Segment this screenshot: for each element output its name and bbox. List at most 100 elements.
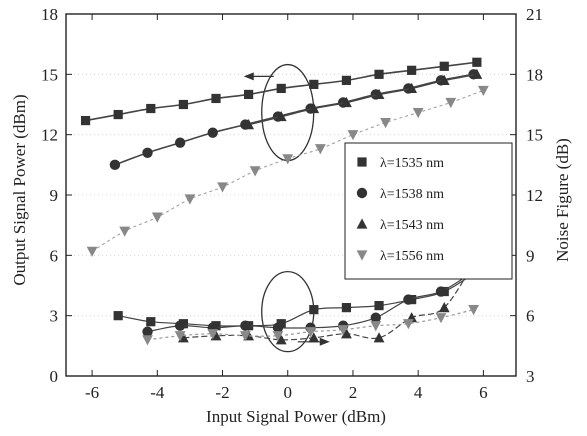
noise-figure-marker-square <box>113 311 123 321</box>
output-power-marker-triangle <box>373 88 385 100</box>
noise-figure-marker-inverted-triangle <box>305 327 316 338</box>
legend-label-triangle: λ=1543 nm <box>380 218 444 233</box>
x-tick-label: -4 <box>150 383 165 402</box>
left-arrow-head <box>243 72 254 81</box>
tick-layer: -6 -4 -2 0 2 4 6 0 3 6 9 12 15 18 3 6 9 12 15 18 21 <box>41 5 543 402</box>
output-power-marker-circle <box>207 127 218 138</box>
noise-figure-marker-triangle <box>438 302 450 313</box>
output-power-marker-triangle <box>275 110 287 122</box>
noise-figure-marker-circle <box>142 326 153 337</box>
y-right-tick-label: 12 <box>526 186 543 205</box>
y-left-tick-label: 3 <box>50 307 59 326</box>
output-power-marker-square <box>439 61 449 71</box>
noise-figure-marker-inverted-triangle <box>402 319 414 330</box>
y-left-tick-label: 9 <box>50 186 59 205</box>
y-axis-title-left: Output Signal Power (dBm) <box>10 94 29 285</box>
output-power-marker-square <box>146 103 156 114</box>
noise-figure-marker-square <box>146 317 156 327</box>
y-right-tick-label: 3 <box>526 367 535 386</box>
output-group-ellipse <box>261 63 315 162</box>
legend-label-square: λ=1535 nm <box>380 156 444 171</box>
y-left-tick-label: 18 <box>41 5 58 24</box>
noise-figure-marker-inverted-triangle <box>239 331 251 342</box>
noise-figure-marker-circle <box>174 320 186 331</box>
output-power-marker-triangle <box>341 96 352 108</box>
output-power-marker-square <box>309 79 319 89</box>
y-right-tick-label: 18 <box>526 65 543 84</box>
y-left-tick-label: 0 <box>50 367 59 386</box>
series-layer <box>80 57 489 346</box>
series-inverted-triangle <box>86 85 489 346</box>
output-power-marker-square <box>276 83 286 94</box>
output-power-marker-square <box>113 109 123 120</box>
x-tick-label: 6 <box>479 383 488 402</box>
grid-layer <box>66 73 516 317</box>
legend-marker-circle <box>356 187 368 199</box>
output-power-marker-square <box>407 65 417 75</box>
output-power-marker-square <box>211 93 221 104</box>
output-power-marker-inverted-triangle <box>184 194 196 205</box>
legend-marker-square <box>357 157 367 167</box>
output-power-marker-inverted-triangle <box>380 118 391 129</box>
output-power-marker-inverted-triangle <box>151 212 163 223</box>
legend-label-inverted-triangle: λ=1556 nm <box>380 249 444 264</box>
output-power-marker-square <box>244 89 254 100</box>
output-power-marker-inverted-triangle <box>412 107 424 119</box>
output-power-marker-square <box>341 75 352 85</box>
noise-figure-marker-triangle <box>341 328 352 339</box>
y-right-tick-label: 21 <box>526 5 543 24</box>
noise-figure-marker-inverted-triangle <box>272 331 284 342</box>
output-power-marker-square <box>374 69 384 79</box>
noise-figure-marker-circle <box>240 320 251 331</box>
y-right-tick-label: 15 <box>526 126 543 145</box>
noise-figure-marker-inverted-triangle <box>142 335 153 346</box>
output-power-marker-inverted-triangle <box>282 154 294 165</box>
x-tick-label: 2 <box>349 383 358 402</box>
noise-figure-marker-inverted-triangle <box>337 325 349 336</box>
output-power-marker-triangle <box>308 102 320 114</box>
legend: λ=1535 nm λ=1538 nm λ=1543 nm λ=1556 nm <box>344 142 513 280</box>
x-axis-title: Input Signal Power (dBm) <box>206 407 386 426</box>
legend-marker-inverted-triangle <box>356 250 368 261</box>
output-power-marker-triangle <box>438 74 450 85</box>
output-power-marker-inverted-triangle <box>314 144 326 155</box>
noise-figure-marker-circle <box>435 286 447 297</box>
noise-figure-marker-triangle <box>275 334 287 345</box>
output-power-marker-square <box>178 99 188 110</box>
y-right-tick-label: 6 <box>526 307 535 326</box>
output-power-marker-inverted-triangle <box>249 166 261 177</box>
output-power-marker-circle <box>142 147 153 158</box>
right-arrow-head <box>319 337 330 346</box>
y-left-tick-label: 12 <box>41 126 58 145</box>
output-power-marker-inverted-triangle <box>119 226 131 237</box>
noise-figure-marker-circle <box>370 312 381 323</box>
legend-box <box>344 142 513 280</box>
noise-figure-marker-triangle <box>373 332 385 343</box>
noise-figure-marker-triangle <box>308 332 320 343</box>
output-power-marker-circle <box>109 159 121 171</box>
noise-figure-line-square <box>118 270 478 327</box>
output-power-marker-inverted-triangle <box>477 85 489 97</box>
output-power-marker-square <box>80 115 91 126</box>
noise-figure-marker-square <box>341 303 352 313</box>
output-power-marker-square <box>472 57 482 67</box>
output-power-marker-inverted-triangle <box>217 182 228 193</box>
output-power-marker-inverted-triangle <box>347 130 359 141</box>
x-tick-label: 0 <box>283 383 292 402</box>
x-tick-label: -2 <box>215 383 229 402</box>
noise-figure-marker-square <box>309 305 319 315</box>
output-power-marker-triangle <box>471 68 483 79</box>
output-power-marker-triangle <box>243 119 255 130</box>
legend-label-circle: λ=1538 nm <box>380 187 444 202</box>
noise-figure-marker-inverted-triangle <box>435 313 447 324</box>
output-power-marker-inverted-triangle <box>445 97 457 109</box>
legend-marker-triangle <box>356 218 368 229</box>
output-power-marker-circle <box>174 137 186 148</box>
noise-figure-marker-inverted-triangle <box>370 321 382 332</box>
output-power-marker-inverted-triangle <box>86 246 98 257</box>
output-power-marker-triangle <box>406 82 418 94</box>
noise-figure-marker-circle <box>403 294 414 305</box>
y-axis-title-right: Noise Figure (dB) <box>553 138 572 262</box>
